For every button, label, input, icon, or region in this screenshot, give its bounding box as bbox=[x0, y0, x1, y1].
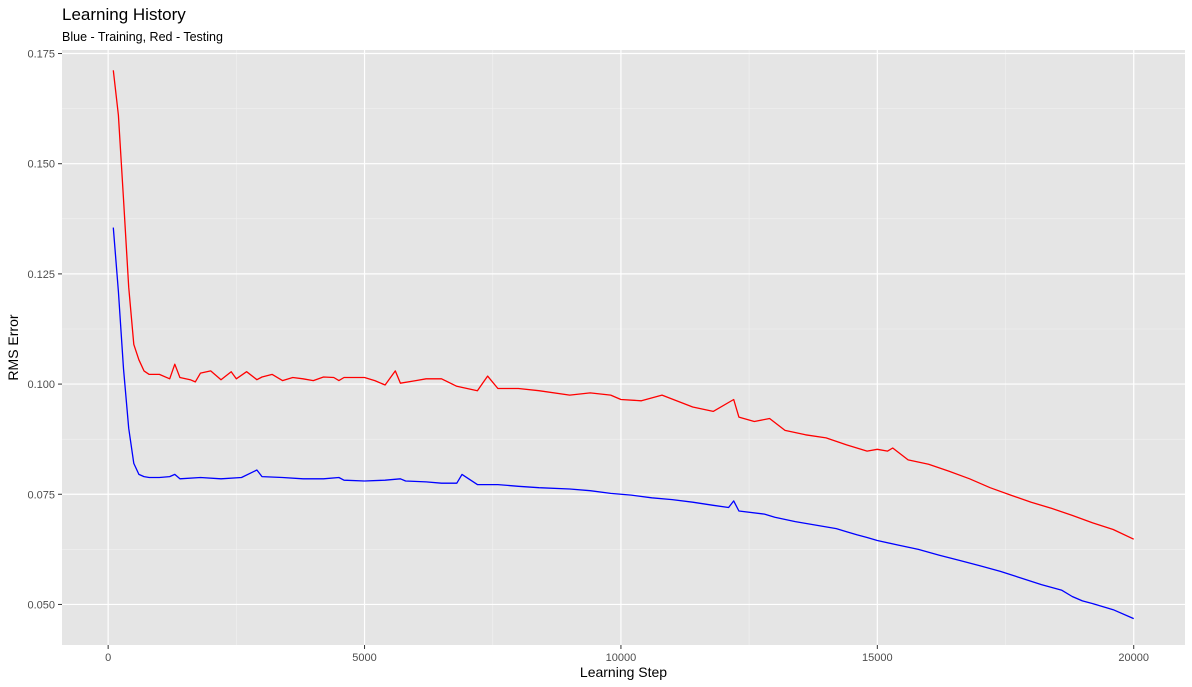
y-tick-label: 0.050 bbox=[27, 599, 55, 611]
y-tick-label: 0.100 bbox=[27, 379, 55, 391]
y-axis-ticks: 0.050 0.075 0.100 0.125 0.150 0.175 bbox=[27, 49, 62, 611]
x-tick-label: 20000 bbox=[1118, 652, 1149, 664]
minor-gridlines bbox=[62, 50, 1185, 645]
y-tick-label: 0.175 bbox=[27, 49, 55, 61]
plot-panel bbox=[62, 50, 1185, 645]
chart-subtitle: Blue - Training, Red - Testing bbox=[62, 30, 223, 44]
series-layer bbox=[112, 70, 1134, 620]
y-tick-label: 0.125 bbox=[27, 269, 55, 281]
x-tick-label: 10000 bbox=[606, 652, 637, 664]
x-axis-title: Learning Step bbox=[580, 664, 667, 680]
major-gridlines bbox=[62, 50, 1185, 645]
x-tick-label: 5000 bbox=[352, 652, 376, 664]
chart-title: Learning History bbox=[62, 5, 186, 24]
y-tick-label: 0.150 bbox=[27, 159, 55, 171]
y-axis-title: RMS Error bbox=[5, 314, 21, 380]
y-tick-label: 0.075 bbox=[27, 489, 55, 501]
series-line-training bbox=[112, 227, 1134, 620]
x-tick-label: 15000 bbox=[862, 652, 893, 664]
series-line-testing bbox=[112, 70, 1134, 540]
x-axis-ticks: 0 5000 10000 15000 20000 bbox=[105, 645, 1149, 664]
x-tick-label: 0 bbox=[105, 652, 111, 664]
